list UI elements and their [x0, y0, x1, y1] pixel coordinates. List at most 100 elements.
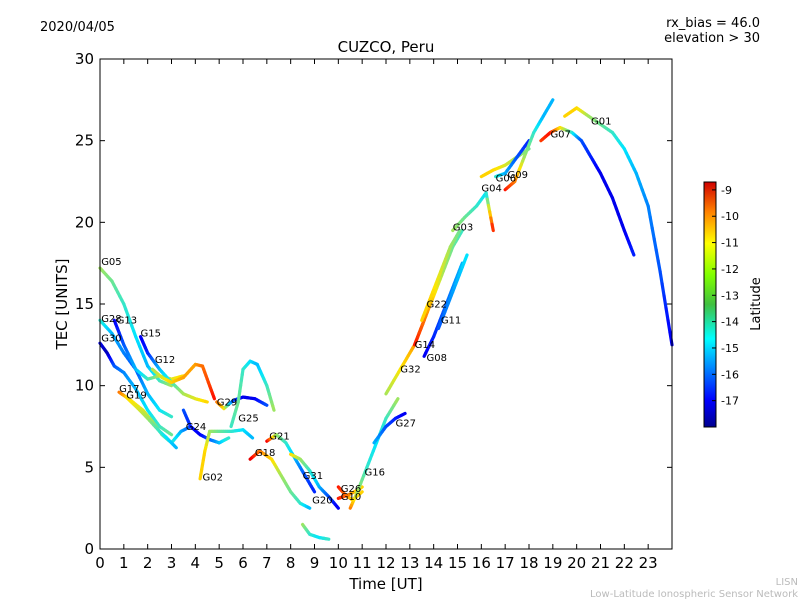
colorbar-tick-label: -15 — [721, 342, 739, 355]
data-point — [648, 206, 650, 217]
satellite-label-G27: G27 — [396, 419, 416, 430]
x-tick-label: 19 — [543, 554, 562, 572]
x-axis-label: Time [UT] — [348, 575, 422, 593]
x-tick-label: 9 — [310, 554, 320, 572]
footer-lisn: LISN — [776, 577, 798, 588]
series-G01 — [565, 108, 672, 345]
satellite-label-G03: G03 — [453, 223, 473, 234]
data-point — [664, 296, 666, 308]
satellite-label-G07: G07 — [550, 129, 570, 140]
y-tick-label: 30 — [75, 50, 94, 68]
y-tick-label: 15 — [75, 295, 94, 313]
colorbar-tick-label: -13 — [721, 289, 739, 302]
y-tick-label: 20 — [75, 213, 94, 231]
x-tick-label: 8 — [286, 554, 296, 572]
elevation-label: elevation > 30 — [664, 31, 760, 46]
data-point — [492, 224, 493, 230]
data-point — [403, 413, 405, 414]
data-point — [273, 406, 274, 410]
y-tick-label: 25 — [75, 132, 94, 150]
x-tick-label: 12 — [376, 554, 395, 572]
data-point — [227, 438, 229, 439]
y-tick-label: 5 — [84, 458, 94, 476]
data-point — [668, 320, 670, 332]
satellite-label-G13: G13 — [117, 316, 137, 327]
satellite-label-G04: G04 — [481, 183, 501, 194]
data-point — [170, 385, 172, 386]
satellite-label-G09: G09 — [508, 170, 528, 181]
data-point — [652, 228, 654, 239]
data-marks — [100, 100, 672, 539]
satellite-label-G20: G20 — [312, 495, 332, 506]
satellite-label-G22: G22 — [427, 299, 447, 310]
satellite-label-G18: G18 — [255, 448, 275, 459]
colorbar-tick-label: -17 — [721, 395, 739, 408]
satellite-label-G29: G29 — [217, 397, 237, 408]
satellite-label-G31: G31 — [303, 471, 323, 482]
y-axis-label: TEC [UNITS] — [53, 259, 71, 351]
data-point — [337, 506, 339, 508]
colorbar-tick-label: -9 — [721, 184, 732, 197]
satellite-label-G11: G11 — [441, 316, 461, 327]
data-point — [660, 271, 662, 283]
satellite-label-G14: G14 — [415, 340, 435, 351]
satellite-label-G16: G16 — [365, 468, 385, 479]
satellite-label-G19: G19 — [126, 391, 146, 402]
x-tick-label: 6 — [238, 554, 248, 572]
data-point — [465, 255, 467, 259]
series-G19 — [126, 397, 176, 448]
data-point — [170, 433, 172, 434]
x-tick-label: 7 — [262, 554, 272, 572]
data-point — [265, 404, 267, 405]
data-point — [308, 507, 310, 508]
satellite-label-G25: G25 — [238, 414, 258, 425]
x-tick-label: 11 — [353, 554, 372, 572]
x-tick-label: 1 — [119, 554, 129, 572]
x-tick-label: 14 — [424, 554, 443, 572]
footer-network: Low-Latitude Ionospheric Sensor Network — [590, 589, 798, 600]
x-tick-label: 16 — [472, 554, 491, 572]
data-point — [656, 250, 658, 261]
x-tick-label: 22 — [615, 554, 634, 572]
x-tick-label: 10 — [329, 554, 348, 572]
data-point — [666, 308, 668, 320]
satellite-label-G15: G15 — [141, 329, 161, 340]
x-tick-label: 2 — [143, 554, 153, 572]
x-tick-label: 21 — [591, 554, 610, 572]
satellite-label-G12: G12 — [155, 355, 175, 366]
colorbar-tick-label: -16 — [721, 368, 739, 381]
x-tick-label: 23 — [639, 554, 658, 572]
x-tick-label: 18 — [519, 554, 538, 572]
data-point — [170, 416, 172, 417]
data-point — [654, 239, 656, 250]
satellite-label-G08: G08 — [427, 353, 447, 364]
colorbar-tick-label: -11 — [721, 237, 739, 250]
satellite-label-G30: G30 — [101, 334, 121, 345]
series-G07 — [541, 128, 634, 255]
y-tick-label: 0 — [84, 540, 94, 558]
colorbar-tick-label: -12 — [721, 263, 739, 276]
rx-bias-label: rx_bias = 46.0 — [666, 16, 760, 31]
colorbar-label: Latitude — [749, 277, 764, 331]
series-G20 — [303, 525, 329, 540]
satellite-label-G32: G32 — [400, 365, 420, 376]
colorbar-tick-label: -14 — [721, 316, 739, 329]
data-point — [662, 284, 664, 296]
y-tick-label: 10 — [75, 377, 94, 395]
plot-frame — [100, 59, 672, 549]
x-tick-label: 3 — [167, 554, 177, 572]
colorbar-tick-label: -10 — [721, 210, 739, 223]
satellite-label-G24: G24 — [186, 422, 206, 433]
chart-title: CUZCO, Peru — [338, 38, 435, 56]
x-tick-label: 4 — [191, 554, 201, 572]
data-point — [361, 487, 362, 488]
x-tick-label: 17 — [496, 554, 515, 572]
x-tick-label: 5 — [214, 554, 224, 572]
data-point — [551, 100, 553, 103]
satellite-label-G01: G01 — [591, 116, 611, 127]
satellite-label-G02: G02 — [202, 472, 222, 483]
data-point — [251, 437, 253, 438]
data-point — [632, 251, 634, 255]
